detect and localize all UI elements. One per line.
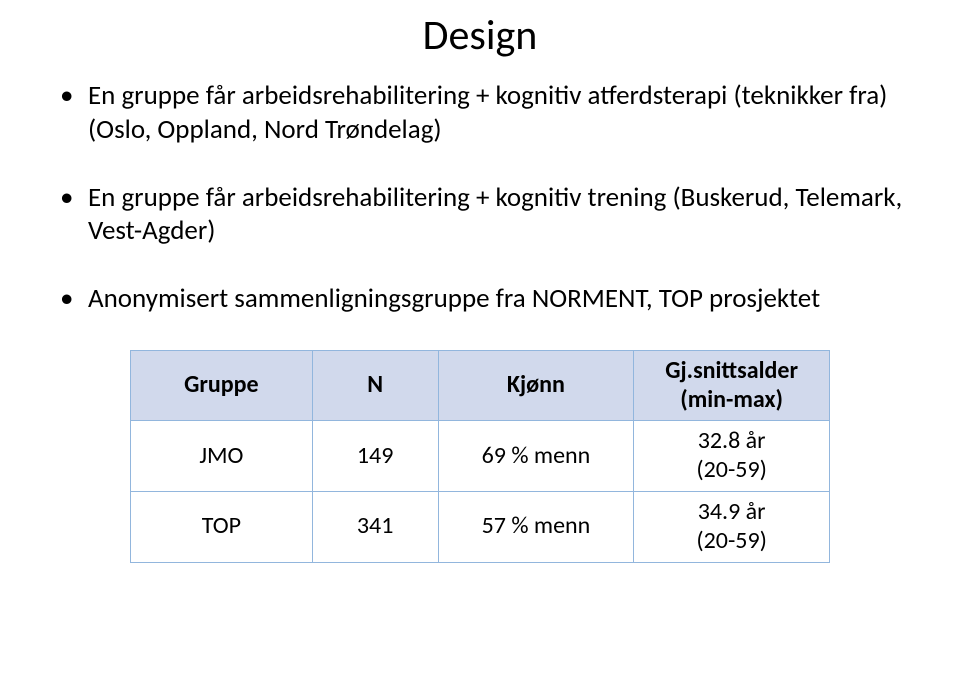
- bullet-item: En gruppe får arbeidsrehabilitering + ko…: [60, 79, 910, 147]
- table-cell: 34.9 år(20-59): [634, 491, 830, 562]
- table-header-cell: Gruppe: [131, 350, 313, 421]
- table-cell: 341: [312, 491, 438, 562]
- table-cell: 57 % menn: [438, 491, 634, 562]
- bullet-list: En gruppe får arbeidsrehabilitering + ko…: [60, 79, 910, 316]
- table-cell: JMO: [131, 421, 313, 492]
- table-cell: TOP: [131, 491, 313, 562]
- table-row: TOP 341 57 % menn 34.9 år(20-59): [131, 491, 830, 562]
- data-table: Gruppe N Kjønn Gj.snittsalder(min-max) J…: [130, 350, 830, 563]
- bullet-item: En gruppe får arbeidsrehabilitering + ko…: [60, 181, 910, 249]
- table-header-cell: Kjønn: [438, 350, 634, 421]
- page-title: Design: [50, 10, 910, 61]
- data-table-wrap: Gruppe N Kjønn Gj.snittsalder(min-max) J…: [130, 350, 830, 563]
- table-cell: 149: [312, 421, 438, 492]
- table-header-cell: Gj.snittsalder(min-max): [634, 350, 830, 421]
- table-cell: 69 % menn: [438, 421, 634, 492]
- table-cell: 32.8 år(20-59): [634, 421, 830, 492]
- table-header-cell: N: [312, 350, 438, 421]
- table-header-row: Gruppe N Kjønn Gj.snittsalder(min-max): [131, 350, 830, 421]
- slide: Design En gruppe får arbeidsrehabiliteri…: [0, 0, 960, 679]
- bullet-item: Anonymisert sammenligningsgruppe fra NOR…: [60, 282, 910, 316]
- table-row: JMO 149 69 % menn 32.8 år(20-59): [131, 421, 830, 492]
